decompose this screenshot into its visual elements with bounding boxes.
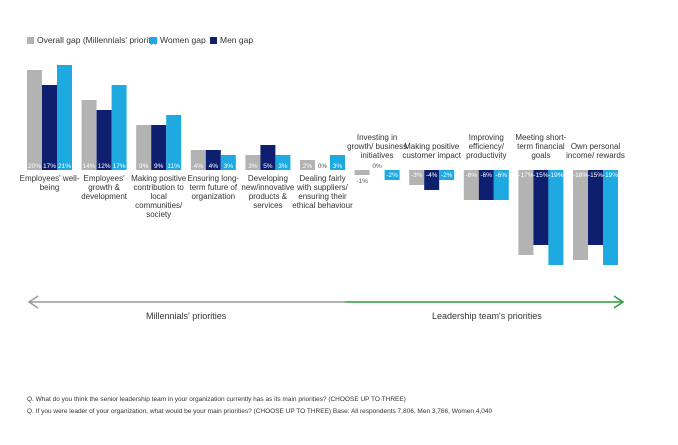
category-label: Improving efficiency/ productivity: [466, 133, 507, 160]
value-label: -19%: [603, 172, 618, 179]
bar: [588, 170, 603, 245]
bar: [111, 85, 127, 170]
bar: [300, 160, 315, 170]
bar: [573, 170, 588, 260]
bar: [424, 170, 440, 190]
category-label: Ensuring long-term future of organizatio…: [187, 174, 240, 201]
bar: [166, 115, 182, 170]
value-label: 0%: [318, 163, 328, 170]
value-label: -15%: [588, 172, 603, 179]
bar: [245, 155, 261, 170]
value-label: -19%: [548, 172, 563, 179]
value-label: -6%: [466, 172, 478, 179]
value-label: -18%: [573, 172, 588, 179]
category-label: Making positive contribution to local co…: [131, 174, 187, 219]
bar: [330, 155, 345, 170]
bar: [354, 170, 370, 175]
bar: [27, 70, 42, 170]
bar: [220, 155, 236, 170]
bar: [603, 170, 618, 265]
category-label: Making positive customer impact: [402, 142, 462, 160]
bar: [409, 170, 425, 185]
value-label: -15%: [533, 172, 548, 179]
value-label: -17%: [518, 172, 533, 179]
legend-swatch: [150, 37, 157, 44]
footnote: Q. What do you think the senior leadersh…: [27, 396, 406, 403]
value-label: 17%: [113, 163, 126, 170]
bar: [439, 170, 455, 180]
value-label: 20%: [28, 163, 41, 170]
value-label: 3%: [278, 163, 288, 170]
value-label: 3%: [333, 163, 343, 170]
value-label: 0%: [372, 163, 382, 170]
value-label: 11%: [167, 163, 180, 170]
arrow-left-head: [27, 295, 39, 309]
legend-label: Men gap: [220, 35, 254, 45]
value-label: -2%: [386, 172, 398, 179]
legend-item: Women gap: [150, 35, 206, 45]
value-label: 9%: [139, 163, 149, 170]
annotation: Millennials' priorities: [146, 311, 227, 321]
bar: [533, 170, 549, 245]
value-label: 9%: [154, 163, 164, 170]
value-label: 2%: [303, 163, 313, 170]
bar: [81, 100, 97, 170]
category-label: Employees' growth & development: [81, 174, 127, 201]
bar: [57, 65, 72, 170]
bar: [275, 155, 291, 170]
category-label: Investing in growth/ business initiative…: [347, 133, 408, 160]
value-label: 12%: [98, 163, 111, 170]
bar: [463, 170, 479, 200]
value-label: 4%: [209, 163, 219, 170]
bar: [42, 85, 57, 170]
value-label: -6%: [496, 172, 508, 179]
value-label: 5%: [263, 163, 273, 170]
value-label: 4%: [194, 163, 204, 170]
bar: [478, 170, 494, 200]
bar: [384, 170, 400, 180]
value-label: 21%: [58, 163, 71, 170]
legend-swatch: [27, 37, 34, 44]
bar: [190, 150, 206, 170]
bar: [96, 110, 112, 170]
value-label: -3%: [411, 172, 423, 179]
category-label: Meeting short-term financial goals: [515, 133, 567, 160]
bar: [151, 125, 167, 170]
category-label: Employees' well-being: [19, 174, 80, 192]
value-label: 14%: [83, 163, 96, 170]
value-label: 3%: [224, 163, 234, 170]
legend-item: Overall gap (Millennials' priority): [27, 35, 158, 45]
value-label: -1%: [356, 178, 368, 185]
category-label: Own personal income/ rewards: [566, 142, 625, 160]
arrow-right-head: [613, 295, 625, 309]
value-label: 17%: [43, 163, 56, 170]
bar: [518, 170, 534, 255]
legend-swatch: [210, 37, 217, 44]
value-label: -4%: [426, 172, 438, 179]
bar: [493, 170, 509, 200]
bar: [205, 150, 221, 170]
footnote: Q. If you were leader of your organizati…: [27, 408, 493, 415]
legend-label: Women gap: [160, 35, 206, 45]
bar: [260, 145, 276, 170]
annotation: Leadership team's priorities: [432, 311, 542, 321]
legend-label: Overall gap (Millennials' priority): [37, 35, 158, 45]
value-label: -6%: [481, 172, 493, 179]
category-label: Dealing fairly with suppliers/ ensuring …: [292, 174, 353, 210]
bar: [136, 125, 152, 170]
value-label: -2%: [441, 172, 453, 179]
category-label: Developing new/innovative products & ser…: [241, 174, 295, 210]
bar: [548, 170, 564, 265]
value-label: 3%: [248, 163, 258, 170]
legend-item: Men gap: [210, 35, 253, 45]
